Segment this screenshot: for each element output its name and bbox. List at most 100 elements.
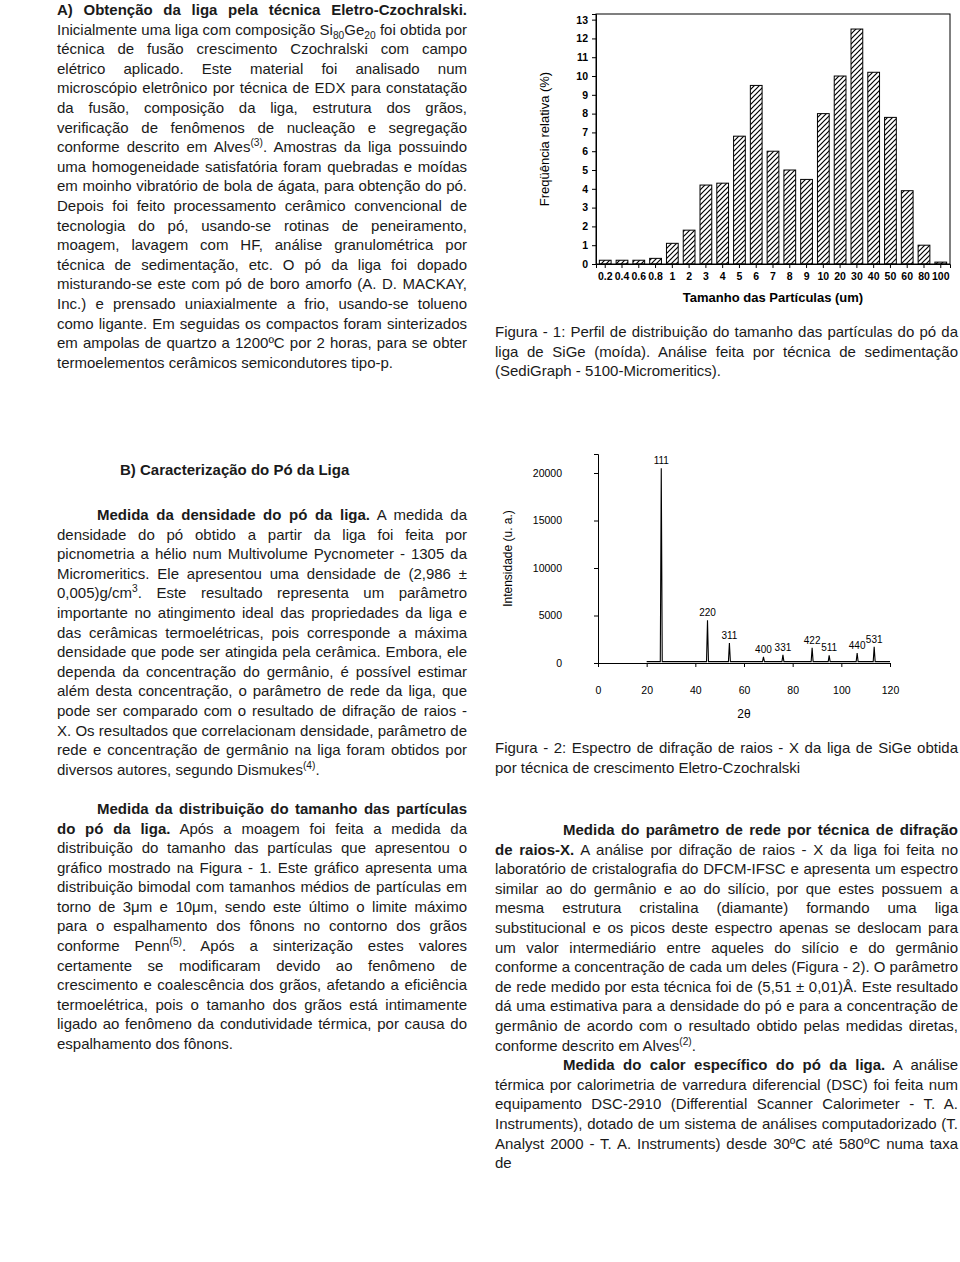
text-run: A análise térmica por calorimetria de va… xyxy=(495,1056,958,1171)
tick-mark xyxy=(672,264,673,268)
tick-label: 0 xyxy=(582,258,588,270)
tick-mark xyxy=(594,568,598,569)
bar xyxy=(767,151,779,264)
tick-mark xyxy=(890,663,891,667)
bar xyxy=(834,76,846,264)
tick: 7 xyxy=(582,126,596,138)
tick-label: 8 xyxy=(787,270,793,282)
tick: 3 xyxy=(703,264,709,282)
tick-mark xyxy=(592,20,596,21)
tick: 40 xyxy=(868,264,880,282)
paragraph: Medida do parâmetro de rede por técnica … xyxy=(495,820,958,1055)
text-run: Inicialmente uma liga com composição Si xyxy=(57,21,333,38)
tick-mark xyxy=(940,264,941,268)
tick-mark xyxy=(592,245,596,246)
tick-label: 5 xyxy=(737,270,743,282)
paragraph: Medida da densidade do pó da liga. A med… xyxy=(57,505,467,779)
tick-label: 9 xyxy=(804,270,810,282)
bar xyxy=(901,191,913,264)
tick: 3 xyxy=(582,201,596,213)
tick-mark xyxy=(722,264,723,268)
tick-label: 9 xyxy=(582,89,588,101)
peak-label: 111 xyxy=(654,455,670,466)
peak-label: 531 xyxy=(866,634,883,645)
tick-mark xyxy=(592,95,596,96)
tick-label: 80 xyxy=(787,684,799,696)
caption-text: Figura - 1: Perfil de distribuição do ta… xyxy=(495,322,958,381)
spectrum-line xyxy=(647,468,890,661)
tick-label: 0.8 xyxy=(648,270,663,282)
tick: 0.4 xyxy=(615,264,630,282)
tick-label: 100 xyxy=(833,684,851,696)
tick-label: 11 xyxy=(577,51,588,63)
text-run: foi obtida por técnica de fusão crescime… xyxy=(57,21,467,156)
tick-mark xyxy=(592,208,596,209)
tick: 50 xyxy=(885,264,897,282)
plot-area xyxy=(599,29,946,264)
tick: 20 xyxy=(834,264,846,282)
text-run: . xyxy=(315,761,319,778)
tick: 5000 xyxy=(539,609,598,621)
peak-label: 400 xyxy=(755,644,772,655)
lead: Medida do calor específico do pó da liga… xyxy=(563,1056,885,1073)
tick-label: 10 xyxy=(817,270,829,282)
tick: 80 xyxy=(918,264,930,282)
subscript: 20 xyxy=(364,30,375,41)
tick-label: 8 xyxy=(582,107,588,119)
tick-label: 2 xyxy=(582,220,588,232)
caption-text: Figura - 2: Espectro de difração de raio… xyxy=(495,738,958,777)
bar xyxy=(650,258,662,264)
tick-label: 7 xyxy=(770,270,776,282)
tick-label: 120 xyxy=(882,684,900,696)
tick-mark xyxy=(592,38,596,39)
tick-mark xyxy=(744,663,745,667)
tick-mark xyxy=(890,264,891,268)
tick-label: 0.6 xyxy=(631,270,646,282)
superscript: (5) xyxy=(170,936,182,947)
tick-mark xyxy=(592,264,596,265)
tick-mark xyxy=(592,226,596,227)
tick-label: 100 xyxy=(932,270,950,282)
tick-label: 80 xyxy=(918,270,930,282)
bar xyxy=(784,170,796,264)
tick: 10 xyxy=(817,264,829,282)
tick-label: 30 xyxy=(851,270,863,282)
section-b-body: Medida da densidade do pó da liga. A med… xyxy=(57,505,467,1073)
axis: 05000100001500020000 xyxy=(533,455,599,669)
tick-label: 0 xyxy=(556,657,562,669)
tick-mark xyxy=(647,663,648,667)
tick: 11 xyxy=(577,51,596,63)
bar xyxy=(633,260,645,264)
bar xyxy=(817,114,829,264)
paragraph: Medida da distribuição do tamanho das pa… xyxy=(57,799,467,1054)
text-run: Ge xyxy=(344,21,364,38)
bar xyxy=(683,230,695,264)
tick-mark xyxy=(689,264,690,268)
tick: 7 xyxy=(770,264,776,282)
tick-mark xyxy=(840,264,841,268)
tick: 60 xyxy=(901,264,913,282)
tick: 6 xyxy=(753,264,759,282)
tick: 1 xyxy=(582,239,596,251)
tick: 30 xyxy=(851,264,863,282)
superscript: (4) xyxy=(303,760,315,771)
tick-mark xyxy=(873,264,874,268)
bar xyxy=(885,117,897,264)
tick: 8 xyxy=(582,107,596,119)
tick: 4 xyxy=(582,183,596,195)
tick: 13 xyxy=(576,13,596,25)
superscript: (3) xyxy=(250,137,262,148)
tick: 0.2 xyxy=(598,264,613,282)
bar xyxy=(616,260,628,264)
lead: Medida da densidade do pó da liga. xyxy=(97,506,370,523)
tick: 4 xyxy=(720,264,726,282)
chart: 050001000015000200000204060801001202θInt… xyxy=(495,440,960,730)
tick-mark xyxy=(592,57,596,58)
tick: 15000 xyxy=(533,514,598,526)
bar xyxy=(918,245,930,264)
tick-mark xyxy=(605,264,606,268)
tick-mark xyxy=(592,170,596,171)
tick: 8 xyxy=(787,264,793,282)
tick: 5 xyxy=(582,164,596,176)
tick: 120 xyxy=(882,663,900,696)
